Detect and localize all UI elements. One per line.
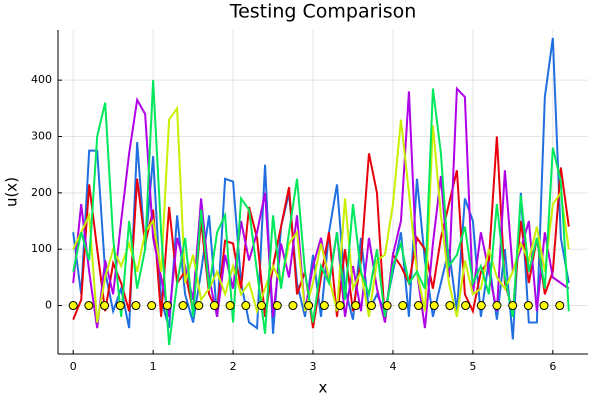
point: [147, 301, 157, 311]
point: [131, 301, 141, 311]
x-tick-label: 4: [389, 360, 396, 373]
point: [335, 301, 345, 311]
plot-area: [68, 37, 570, 346]
y-tick-label: 100: [31, 242, 52, 255]
x-tick-label: 6: [549, 360, 556, 373]
point: [476, 301, 486, 311]
point: [272, 301, 282, 311]
point: [414, 301, 424, 311]
point: [555, 301, 565, 311]
point: [539, 301, 549, 311]
point: [257, 301, 267, 311]
point: [461, 301, 471, 311]
line-series: [72, 80, 570, 346]
point: [241, 301, 251, 311]
x-axis-label: x: [319, 379, 328, 397]
point: [492, 301, 502, 311]
point: [351, 301, 361, 311]
point: [225, 301, 235, 311]
x-tick-label: 2: [230, 360, 237, 373]
point: [209, 301, 219, 311]
x-tick-label: 1: [150, 360, 157, 373]
y-axis-label: u(x): [3, 177, 21, 207]
point: [523, 301, 533, 311]
line-series: [72, 105, 570, 323]
point: [366, 301, 376, 311]
point: [445, 301, 455, 311]
point: [162, 301, 172, 311]
point: [194, 301, 204, 311]
line-series: [72, 37, 570, 340]
y-tick-label: 200: [31, 186, 52, 199]
point: [100, 301, 110, 311]
point: [84, 301, 94, 311]
point: [429, 301, 439, 311]
x-tick-label: 5: [469, 360, 476, 373]
point: [304, 301, 314, 311]
point: [288, 301, 298, 311]
y-tick-label: 0: [45, 299, 52, 312]
x-tick-label: 0: [70, 360, 77, 373]
point: [398, 301, 408, 311]
point: [319, 301, 329, 311]
point: [178, 301, 188, 311]
chart-title: Testing Comparison: [229, 1, 417, 23]
point: [68, 301, 78, 311]
x-tick-label: 3: [310, 360, 317, 373]
point: [508, 301, 518, 311]
y-tick-label: 400: [31, 73, 52, 86]
point: [382, 301, 392, 311]
y-tick-label: 300: [31, 129, 52, 142]
point: [115, 301, 125, 311]
